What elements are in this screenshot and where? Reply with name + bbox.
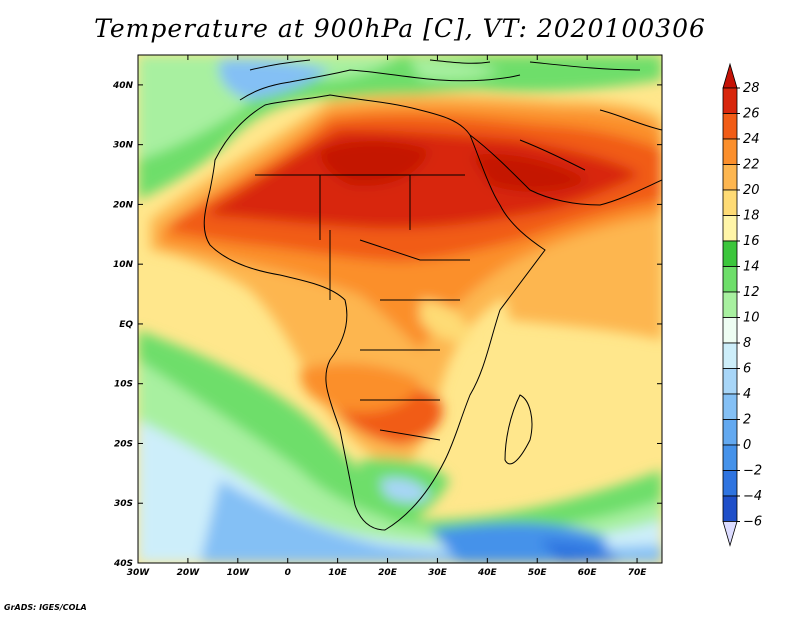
- colorbar-label: 20: [743, 183, 760, 198]
- y-tick-label: 10N: [113, 260, 134, 270]
- y-tick-label: 30S: [114, 499, 133, 509]
- x-tick-label: 70E: [628, 568, 648, 578]
- colorbar-label: −6: [743, 515, 762, 530]
- colorbar-segment: [722, 495, 738, 522]
- x-tick-label: 60E: [578, 568, 598, 578]
- colorbar-segment: [722, 215, 738, 242]
- y-tick-label: 20N: [113, 200, 134, 210]
- colorbar-label: 10: [743, 311, 760, 326]
- colorbar-label: 12: [743, 285, 760, 300]
- y-tick-label: EQ: [119, 320, 133, 330]
- colorbar-label: −4: [743, 489, 762, 504]
- colorbar-label: 26: [743, 107, 760, 122]
- colorbar-bottom-arrow: [722, 521, 738, 547]
- colorbar-segment: [722, 266, 738, 293]
- colorbar-segment: [722, 444, 738, 471]
- colorbar-label: 14: [743, 260, 760, 275]
- colorbar-label: 24: [743, 132, 760, 147]
- colorbar-label: 22: [743, 158, 760, 173]
- plot-frame: [137, 54, 663, 564]
- colorbar-segment: [722, 138, 738, 165]
- temperature-field: [138, 55, 662, 563]
- colorbar-segment: [722, 189, 738, 216]
- coastlines: [203, 59, 662, 531]
- x-tick-label: 30E: [428, 568, 448, 578]
- colorbar-segment: [722, 317, 738, 344]
- colorbar-label: 6: [743, 362, 751, 377]
- colorbar-label: 28: [743, 81, 760, 96]
- colorbar-top-arrow: [722, 62, 738, 89]
- colorbar-label: 16: [743, 234, 760, 249]
- colorbar-segment: [722, 291, 738, 318]
- colorbar-label: 8: [743, 336, 751, 351]
- y-tick-labels: 40N 30N 20N 10N EQ 10S 20S 30S 40S: [112, 81, 134, 569]
- x-tick-label: 10E: [328, 568, 348, 578]
- colorbar-segment: [722, 393, 738, 420]
- colorbar-label: 0: [743, 438, 751, 453]
- y-tick-label: 30N: [113, 141, 134, 151]
- colorbar-segment: [722, 419, 738, 446]
- y-tick-label: 40S: [113, 559, 133, 569]
- y-tick-label: 10S: [114, 380, 133, 390]
- x-tick-label: 50E: [528, 568, 548, 578]
- colorbar-segment: [722, 113, 738, 140]
- colorbar-segment: [722, 164, 738, 191]
- colorbar-segment: [722, 87, 738, 114]
- colorbar-segment: [722, 342, 738, 369]
- x-tick-label: 20W: [177, 568, 201, 578]
- colorbar-label: 2: [743, 413, 751, 428]
- x-tick-label: 30W: [127, 568, 151, 578]
- tick-marks: [137, 55, 662, 564]
- x-tick-label: 10W: [227, 568, 251, 578]
- colorbar-segment: [722, 470, 738, 497]
- colorbar-label: −2: [743, 464, 762, 479]
- x-tick-label: 0: [285, 568, 291, 578]
- colorbar-label: 4: [743, 387, 751, 402]
- x-tick-label: 20E: [378, 568, 398, 578]
- colorbar-label: 18: [743, 209, 760, 224]
- x-tick-label: 40E: [477, 568, 498, 578]
- colorbar-segment: [722, 240, 738, 267]
- y-tick-label: 40N: [112, 81, 134, 91]
- y-tick-label: 20S: [114, 439, 133, 449]
- x-tick-labels: 30W 20W 10W 0 10E 20E 30E 40E 50E 60E 70E: [127, 568, 647, 578]
- colorbar-segment: [722, 368, 738, 395]
- map-title: Temperature at 900hPa [C], VT: 202010030…: [94, 14, 706, 43]
- grads-credit: GrADS: IGES/COLA: [4, 603, 87, 612]
